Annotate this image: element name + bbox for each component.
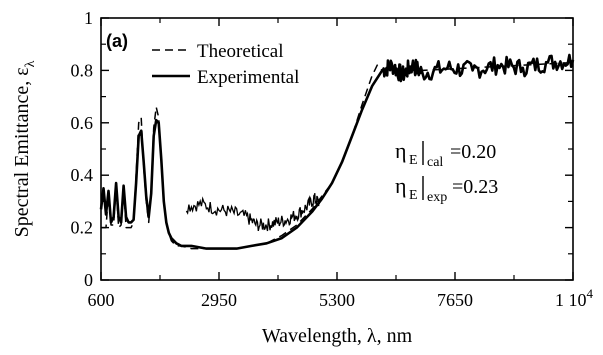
y-axis-label-sub: λ <box>23 60 38 67</box>
x-tick-label-sup: 4 <box>587 286 594 301</box>
legend: Theoretical Experimental <box>152 41 299 88</box>
series-line-theoretical <box>101 61 574 250</box>
axis-ticks <box>100 17 574 281</box>
y-axis-label-main: Spectral Emittance, ε <box>11 67 33 237</box>
ann-cal-sub: E <box>409 153 418 168</box>
y-tick-label: 0.4 <box>71 165 94 185</box>
ann-exp-sub: E <box>409 188 418 203</box>
annotation-eta-cal: η E cal =0.20 <box>395 138 496 170</box>
x-tick-label: 1 104 <box>555 286 594 310</box>
y-tick-label: 0.2 <box>71 218 94 238</box>
legend-label-theoretical: Theoretical <box>197 41 284 62</box>
panel-label: (a) <box>106 31 128 51</box>
x-axis-label: Wavelength, λ, nm <box>262 325 413 347</box>
noisy-band-line <box>185 193 321 232</box>
y-tick-label: 0.8 <box>71 60 94 80</box>
ann-exp-value: =0.23 <box>452 176 498 198</box>
ann-cal-value: =0.20 <box>450 141 496 163</box>
y-tick-label: 0 <box>84 270 93 290</box>
ann-cal-tail: cal <box>427 155 443 170</box>
annotation-eta-exp: η E exp =0.23 <box>395 173 498 205</box>
y-axis-label: Spectral Emittance, ελ <box>11 60 38 237</box>
y-tick-labels: 0 0.2 0.4 0.6 0.8 1 <box>71 8 94 290</box>
legend-label-experimental: Experimental <box>197 67 299 88</box>
series-line-experimental <box>99 53 575 250</box>
x-tick-label: 600 <box>88 290 115 310</box>
y-tick-label: 1 <box>84 8 93 28</box>
y-axis-label-group: Spectral Emittance, ελ <box>11 60 38 237</box>
y-tick-label: 0.6 <box>71 113 94 133</box>
series-layer <box>99 53 575 250</box>
ann-exp-tail: exp <box>427 190 447 205</box>
x-tick-label: 5300 <box>319 290 355 310</box>
ann-cal-eta: η <box>395 138 407 163</box>
x-tick-label: 2950 <box>201 290 237 310</box>
ann-exp-eta: η <box>395 173 407 198</box>
x-tick-labels: 600 2950 5300 7650 1 104 <box>88 286 594 310</box>
x-tick-label: 7650 <box>437 290 473 310</box>
